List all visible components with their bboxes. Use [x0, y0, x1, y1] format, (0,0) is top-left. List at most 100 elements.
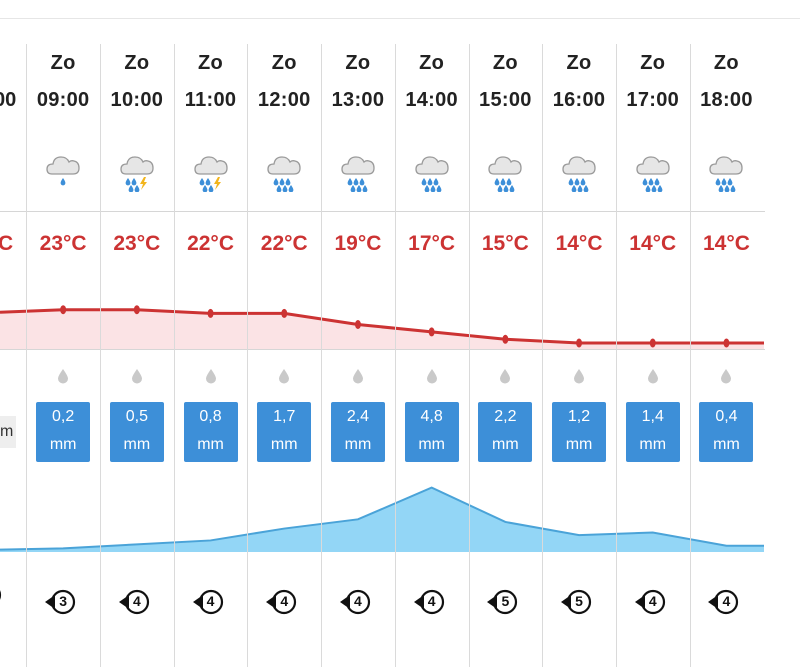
forecast-hour-column[interactable]: Zo 16:00 14°C 1,2 mm 5: [542, 44, 616, 667]
wind-direction-icon: 4: [631, 580, 675, 624]
column-divider: [321, 44, 322, 667]
cloud-rain-thunder-icon: [117, 146, 157, 193]
cloud-rain-thunder-icon: [191, 146, 231, 193]
hour-label: 13:00: [331, 89, 385, 111]
cloud-rain-icon: [559, 146, 599, 193]
wind-direction-icon: 5: [557, 580, 601, 624]
precipitation-amount: 1,7: [273, 408, 296, 425]
temperature-point: [354, 320, 361, 329]
hour-label: 09:00: [36, 89, 90, 111]
raindrop-icon: [647, 368, 659, 384]
forecast-hour-column[interactable]: Zo 15:00 15°C 2,2 mm 5: [469, 44, 543, 667]
raindrop-icon: [352, 368, 364, 384]
cloud-rain-icon: [264, 146, 304, 193]
column-divider: [395, 44, 396, 667]
column-divider: [247, 44, 248, 667]
row-divider-temperature: [0, 211, 765, 212]
hour-label: 11:00: [184, 89, 237, 111]
raindrop-icon: [499, 368, 511, 384]
hour-label: 16:00: [552, 89, 606, 111]
hour-label: 18:00: [700, 89, 753, 111]
precipitation-unit: mm: [418, 436, 445, 453]
temperature-point: [281, 308, 288, 318]
column-divider: [542, 44, 543, 667]
precipitation-badge: 1,2 mm: [552, 402, 607, 462]
precipitation-unit: mm: [344, 436, 372, 453]
wind-force-value: 4: [206, 593, 215, 609]
precipitation-unit: mm: [713, 436, 740, 453]
wind-force-value: 5: [575, 593, 583, 609]
forecast-hour-column[interactable]: Zo 13:00 19°C 2,4 mm 4: [321, 44, 395, 667]
precipitation-amount: 4,8: [420, 408, 443, 425]
temperature-point: [576, 338, 583, 348]
precipitation-badge: 0,8 mm: [183, 402, 238, 462]
precipitation-amount: 1,2: [567, 408, 591, 425]
temperature-point: [502, 334, 509, 344]
precipitation-badge: 2,4 mm: [330, 402, 385, 462]
cloud-drizzle-icon: [43, 146, 83, 192]
raindrop-icon: [426, 368, 438, 384]
raindrop-icon: [205, 368, 217, 384]
day-label: Zo: [50, 52, 76, 74]
precipitation-amount: 2,2: [494, 408, 517, 425]
wind-direction-icon: 4: [262, 580, 306, 624]
precipitation-unit: mm: [197, 436, 224, 453]
precipitation-amount: 0,2: [52, 408, 75, 425]
wind-force-value: 4: [354, 593, 362, 609]
temperature-value: 23°C: [39, 232, 87, 255]
precipitation-badge: 2,2 mm: [478, 402, 533, 462]
wind-direction-icon: 4: [410, 580, 454, 624]
day-label: Zo: [640, 52, 666, 74]
wind-direction-icon: 4: [189, 580, 233, 624]
day-label: Zo: [492, 52, 518, 74]
day-label: Zo: [713, 52, 739, 74]
temperature-point: [60, 305, 67, 315]
temperature-point: [133, 305, 140, 315]
precipitation-badge: 1,7 mm: [257, 402, 312, 462]
forecast-hour-column[interactable]: Zo 18:00 14°C 0,4 mm 4: [690, 44, 764, 667]
row-divider-precipitation: [0, 349, 765, 350]
wind-force-value: 5: [501, 593, 510, 609]
wind-force-value: 4: [648, 593, 657, 609]
raindrop-icon: [131, 368, 143, 384]
hour-label: 12:00: [257, 89, 311, 111]
temperature-value: 23°C: [113, 232, 161, 255]
cloud-rain-icon: [633, 146, 673, 193]
cloud-rain-icon: [412, 146, 452, 193]
precipitation-unit: mm: [565, 436, 593, 453]
column-divider: [469, 44, 470, 667]
precipitation-unit: mm: [639, 436, 667, 453]
forecast-hour-column[interactable]: Zo 12:00 22°C 1,7 mm 4: [247, 44, 321, 667]
cloud-rain-icon: [338, 146, 378, 193]
precipitation-badge: 0,2 mm: [36, 402, 91, 462]
partial-temp-label: C: [0, 232, 14, 255]
forecast-hour-column[interactable]: Zo 09:00 23°C 0,2 mm 3: [26, 44, 100, 667]
temperature-point: [649, 338, 656, 348]
precipitation-unit: mm: [270, 436, 298, 453]
precipitation-amount: 2,4: [346, 408, 370, 425]
hour-label: 10:00: [110, 89, 164, 111]
day-label: Zo: [566, 52, 592, 74]
partial-wind-direction-icon: [0, 580, 8, 610]
temperature-point: [723, 338, 730, 348]
wind-direction-icon: 5: [483, 580, 527, 624]
temperature-area: [0, 309, 764, 349]
column-divider: [174, 44, 175, 667]
wind-force-value: 4: [280, 593, 289, 609]
temperature-value: 14°C: [629, 232, 677, 255]
precipitation-amount: 0,8: [199, 408, 222, 425]
forecast-hour-column[interactable]: Zo 11:00 22°C 0,8 mm 4: [174, 44, 248, 667]
wind-force-value: 4: [427, 593, 436, 609]
temperature-value: 22°C: [260, 232, 308, 255]
forecast-hour-column[interactable]: Zo 14:00 17°C 4,8 mm 4: [395, 44, 469, 667]
wind-direction-icon: 4: [115, 580, 159, 624]
forecast-hour-column[interactable]: Zo 17:00 14°C 1,4 mm 4: [616, 44, 690, 667]
precipitation-line: [0, 486, 764, 551]
day-label: Zo: [345, 52, 371, 74]
column-divider: [690, 44, 691, 667]
precipitation-amount: 0,5: [125, 408, 148, 425]
temperature-line: [0, 308, 764, 345]
partial-time-label: 00: [0, 89, 17, 111]
forecast-hour-column[interactable]: Zo 10:00 23°C 0,5 mm 4: [100, 44, 174, 667]
